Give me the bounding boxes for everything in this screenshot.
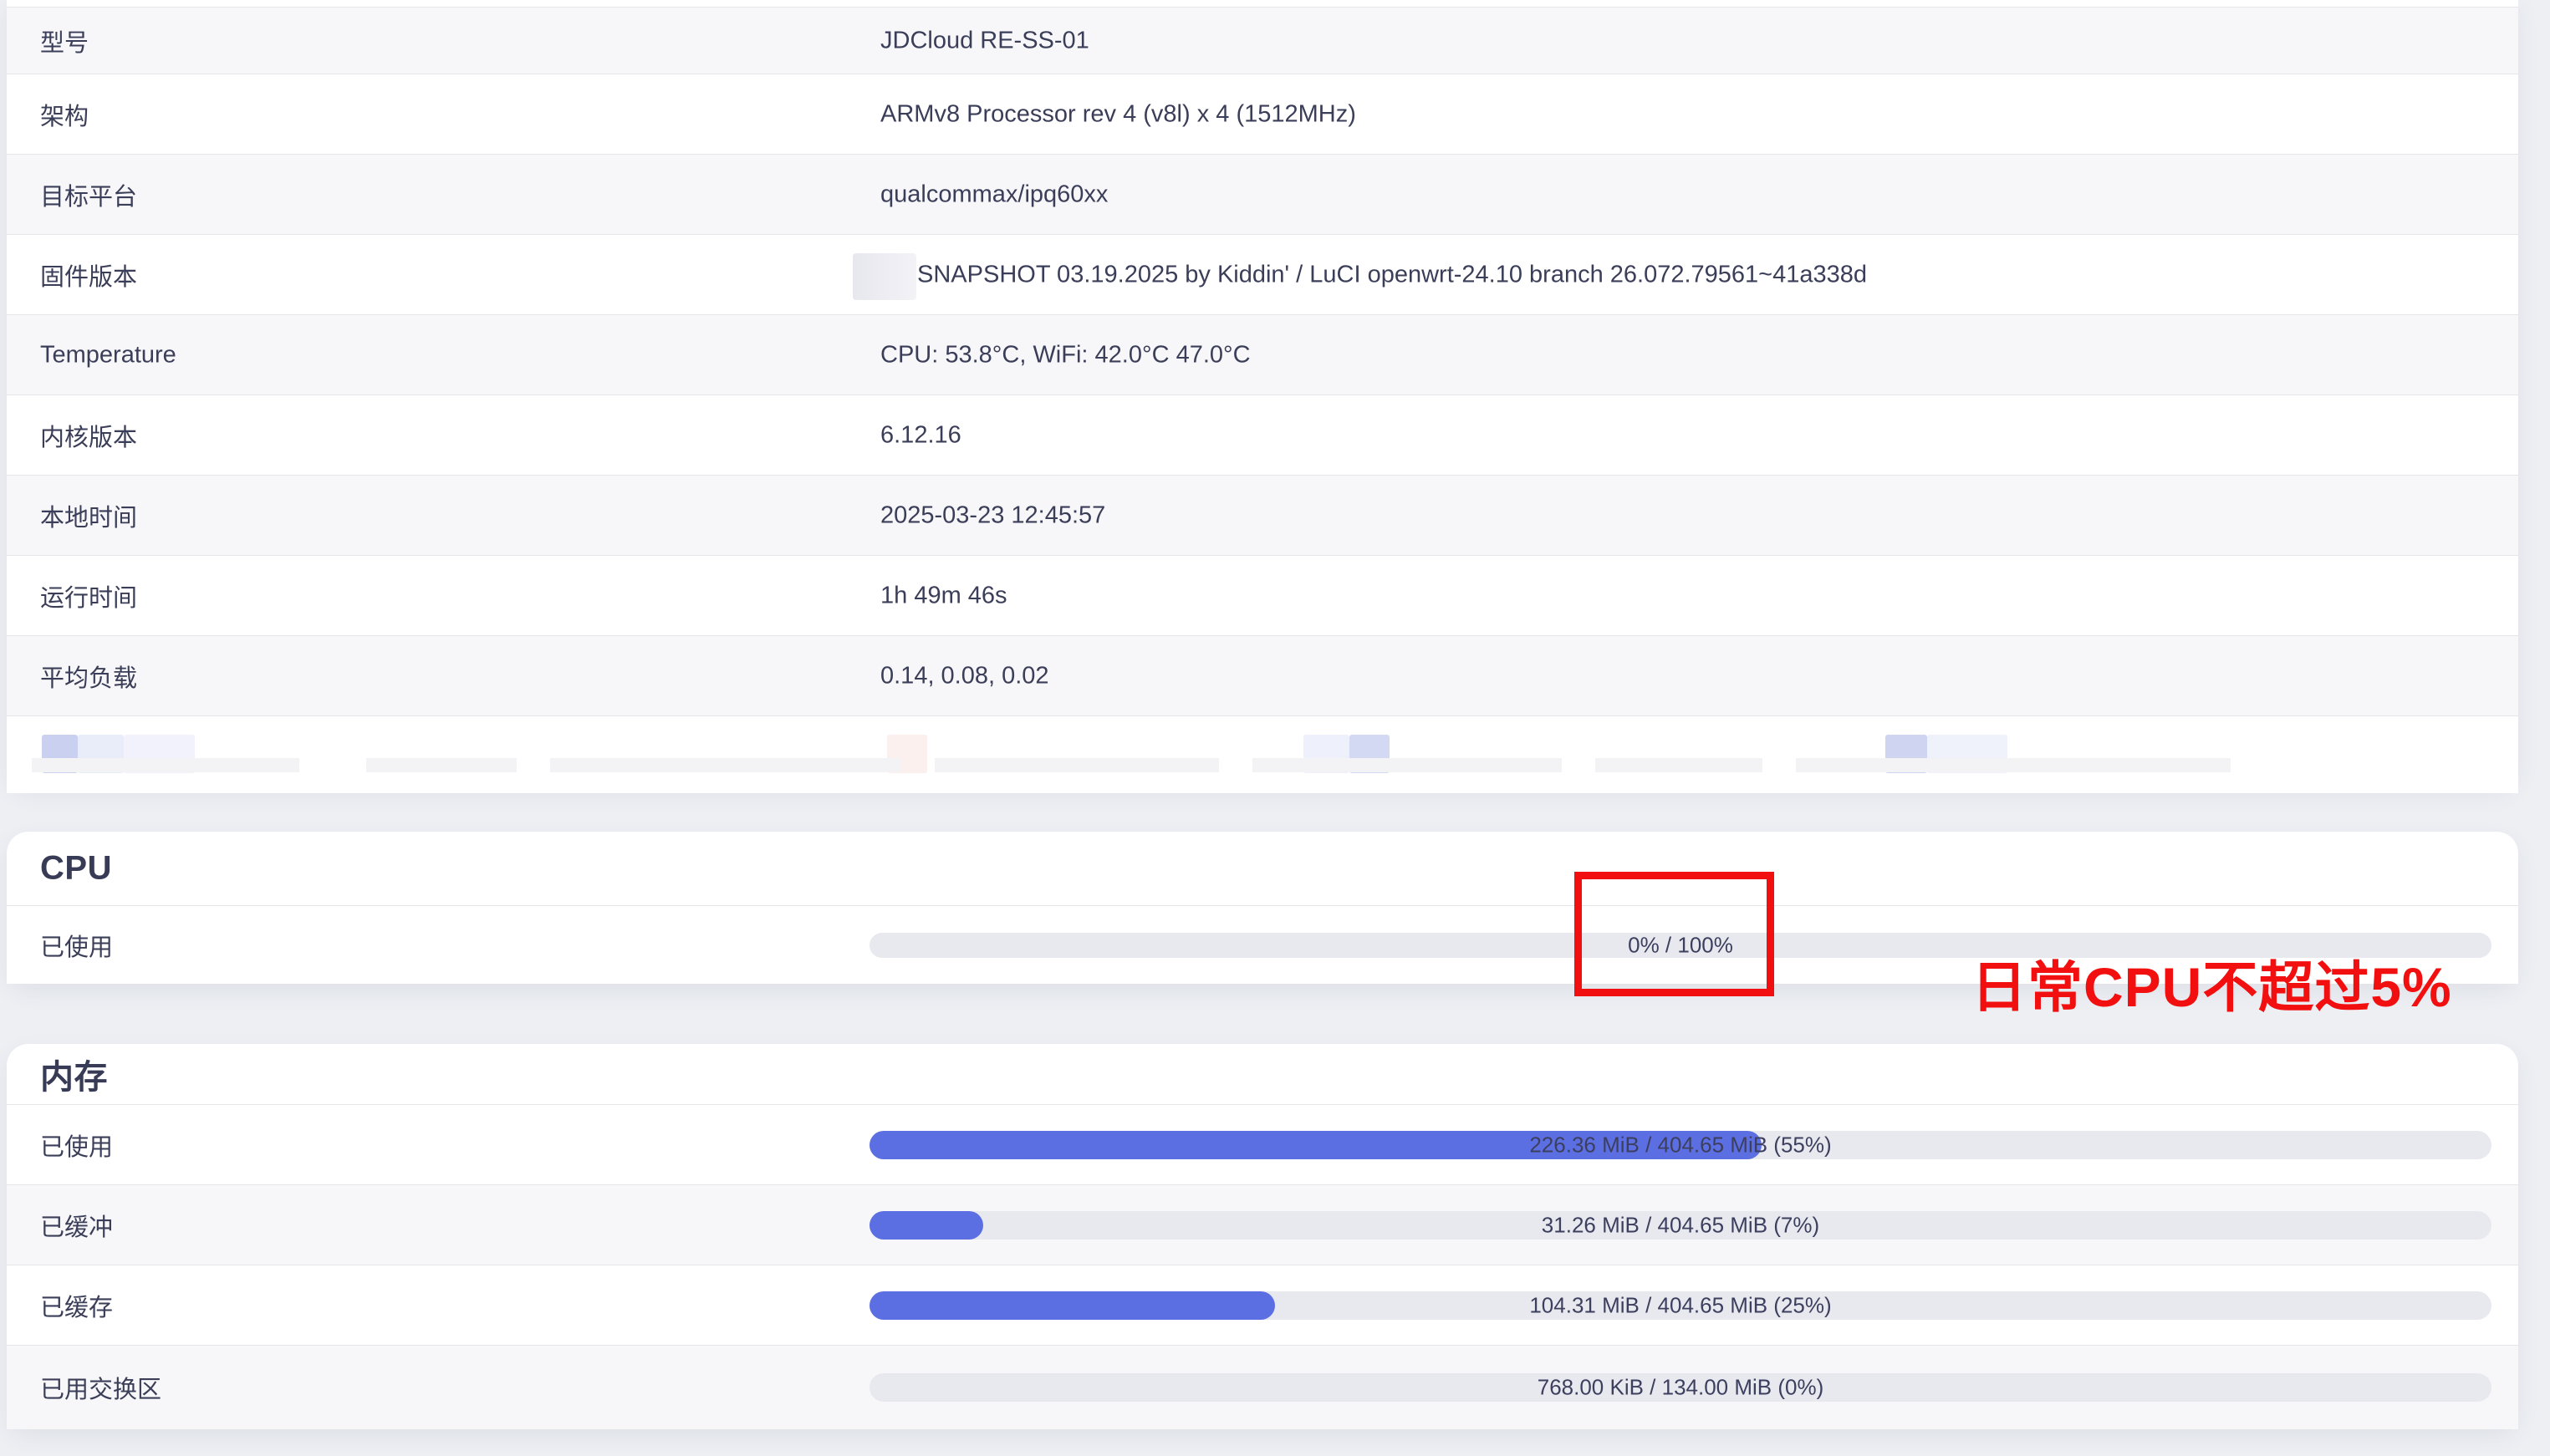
redacted-blurred-row	[7, 715, 2518, 793]
row-label: 运行时间	[40, 584, 138, 612]
row-label: 型号	[40, 29, 89, 57]
redacted-blur-patch	[853, 253, 916, 300]
redacted-blur	[366, 758, 517, 772]
table-row-uptime: 运行时间 1h 49m 46s	[7, 555, 2518, 635]
table-row-firmware-version: 固件版本 SNAPSHOT 03.19.2025 by Kiddin' / Lu…	[7, 234, 2518, 314]
table-row-model: 型号 JDCloud RE-SS-01	[7, 7, 2518, 74]
row-label: 平均负载	[40, 664, 138, 692]
row-value: JDCloud RE-SS-01	[880, 27, 1089, 53]
row-value: SNAPSHOT 03.19.2025 by Kiddin' / LuCI op…	[917, 261, 1867, 288]
progressbar-fill	[870, 1130, 1762, 1159]
row-label: 目标平台	[40, 183, 138, 211]
progressbar-text: 0% / 100%	[1628, 932, 1733, 957]
section-title: CPU	[40, 849, 112, 887]
cpu-used-row: 已使用 0% / 100%	[7, 906, 2518, 984]
progressbar-text: 31.26 MiB / 404.65 MiB (7%)	[1541, 1212, 1820, 1237]
table-row-kernel-version: 内核版本 6.12.16	[7, 395, 2518, 475]
redacted-blur	[550, 758, 901, 772]
memory-cached-progressbar: 104.31 MiB / 404.65 MiB (25%)	[870, 1291, 2491, 1320]
row-value: 2025-03-23 12:45:57	[880, 501, 1106, 528]
memory-section-card: 内存 已使用 226.36 MiB / 404.65 MiB (55%) 已缓冲…	[7, 1044, 2518, 1429]
memory-buffered-progressbar: 31.26 MiB / 404.65 MiB (7%)	[870, 1210, 2491, 1240]
swap-used-row: 已用交换区 768.00 KiB / 134.00 MiB (0%)	[7, 1345, 2518, 1429]
redacted-blur	[1595, 758, 1762, 772]
table-row-architecture: 架构 ARMv8 Processor rev 4 (v8l) x 4 (1512…	[7, 74, 2518, 154]
row-value: 0.14, 0.08, 0.02	[880, 662, 1049, 689]
row-value: 1h 49m 46s	[880, 582, 1007, 608]
row-label: 架构	[40, 103, 89, 130]
row-label: 内核版本	[40, 424, 138, 451]
row-label: 固件版本	[40, 263, 138, 291]
cpu-section-header: CPU	[7, 832, 2518, 906]
row-label: Temperature	[40, 341, 176, 368]
progressbar-fill	[870, 1291, 1275, 1320]
row-value: CPU: 53.8°C, WiFi: 42.0°C 47.0°C	[880, 341, 1251, 368]
row-value: ARMv8 Processor rev 4 (v8l) x 4 (1512MHz…	[880, 100, 1356, 127]
memory-section-header: 内存	[7, 1044, 2518, 1105]
memory-used-row: 已使用 226.36 MiB / 404.65 MiB (55%)	[7, 1105, 2518, 1184]
card-top-cutoff	[7, 0, 2518, 7]
row-label: 已缓冲	[40, 1214, 114, 1241]
swap-used-progressbar: 768.00 KiB / 134.00 MiB (0%)	[870, 1373, 2491, 1402]
row-value: qualcommax/ipq60xx	[880, 181, 1109, 207]
progressbar-text: 226.36 MiB / 404.65 MiB (55%)	[1529, 1132, 1832, 1157]
row-label: 已缓存	[40, 1294, 114, 1321]
row-value: 6.12.16	[880, 421, 961, 448]
memory-used-progressbar: 226.36 MiB / 404.65 MiB (55%)	[870, 1130, 2491, 1159]
row-label: 已使用	[40, 934, 114, 961]
memory-buffered-row: 已缓冲 31.26 MiB / 404.65 MiB (7%)	[7, 1184, 2518, 1265]
row-label: 已用交换区	[40, 1377, 162, 1403]
progressbar-text: 768.00 KiB / 134.00 MiB (0%)	[1537, 1374, 1824, 1400]
annotation-red-note: 日常CPU不超过5%	[1971, 956, 2452, 1018]
redacted-blur	[32, 758, 299, 772]
system-status-card: 型号 JDCloud RE-SS-01 架构 ARMv8 Processor r…	[7, 0, 2518, 793]
redacted-blur	[1252, 758, 1562, 772]
annotation-red-rectangle	[1574, 872, 1774, 996]
row-label: 本地时间	[40, 504, 138, 532]
table-row-local-time: 本地时间 2025-03-23 12:45:57	[7, 475, 2518, 555]
redacted-blur	[935, 758, 1219, 772]
cpu-section-card: CPU 已使用 0% / 100%	[7, 832, 2518, 984]
table-row-target-platform: 目标平台 qualcommax/ipq60xx	[7, 154, 2518, 234]
progressbar-text: 104.31 MiB / 404.65 MiB (25%)	[1529, 1292, 1832, 1317]
table-row-temperature: Temperature CPU: 53.8°C, WiFi: 42.0°C 47…	[7, 314, 2518, 395]
redacted-blur	[1796, 758, 2231, 772]
section-title: 内存	[40, 1059, 108, 1096]
cpu-usage-progressbar: 0% / 100%	[870, 932, 2491, 958]
memory-cached-row: 已缓存 104.31 MiB / 404.65 MiB (25%)	[7, 1265, 2518, 1345]
table-row-load-average: 平均负载 0.14, 0.08, 0.02	[7, 635, 2518, 715]
progressbar-fill	[870, 1210, 983, 1240]
row-label: 已使用	[40, 1133, 114, 1161]
